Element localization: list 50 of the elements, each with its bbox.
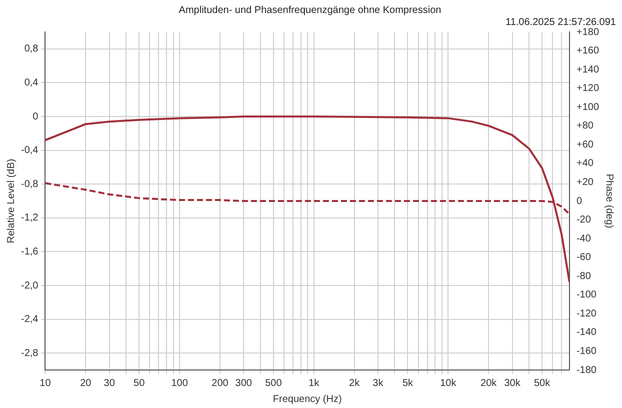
x-tick-label: 3k: [372, 378, 384, 389]
y2-tick-label: +40: [576, 158, 594, 170]
x-tick-label: 200: [212, 378, 229, 389]
x-tick-label: 50k: [534, 378, 552, 389]
y2-tick-label: +80: [576, 120, 594, 132]
y2-tick-label: +120: [576, 83, 600, 94]
x-axis-title: Frequency (Hz): [272, 394, 342, 405]
x-tick-label: 1k: [308, 378, 320, 389]
y-tick-label: 0,8: [24, 44, 39, 55]
y2-tick-label: -40: [576, 233, 592, 244]
chart-title: Amplituden- und Phasenfrequenzgänge ohne Kompression: [178, 4, 442, 16]
y-tick-label: -1,6: [20, 246, 39, 258]
x-tick-label: 500: [265, 378, 282, 389]
x-tick-label: 20: [80, 378, 92, 389]
y-tick-label: -0,4: [20, 145, 39, 156]
y2-tick-label: 0: [576, 196, 582, 207]
y2-tick-label: -160: [576, 346, 597, 357]
x-tick-label: 300: [235, 378, 252, 389]
y2-tick-label: +160: [576, 46, 600, 57]
y2-tick-label: +140: [576, 64, 600, 76]
x-tick-label: 5k: [402, 378, 414, 389]
y-tick-label: 0: [32, 111, 39, 122]
y2-tick-label: -120: [576, 308, 597, 320]
x-tick-label: 10k: [440, 378, 458, 389]
y2-tick-label: -100: [576, 290, 597, 301]
x-tick-label: 10: [40, 378, 52, 389]
y2-tick-label: +20: [576, 176, 594, 188]
y2-tick-label: +60: [576, 139, 594, 150]
y-tick-label: -0,8: [20, 178, 39, 190]
x-tick-label: 30: [104, 378, 116, 389]
chart-subtitle: 11.06.2025 21:57:26.091: [506, 16, 616, 28]
y2-tick-label: -180: [576, 364, 597, 376]
x-tick-label: 20k: [480, 378, 498, 389]
y-tick-label: -1,2: [20, 212, 39, 224]
y-tick-label: -2,0: [20, 280, 39, 292]
y2-tick-label: -20: [576, 214, 592, 226]
y2-tick-label: -140: [576, 327, 597, 338]
x-tick-label: 2k: [349, 378, 361, 389]
y2-tick-label: -60: [576, 252, 592, 264]
x-tick-label: 50: [134, 378, 146, 389]
y2-axis-title: Phase (deg): [603, 174, 614, 228]
y-tick-label: -2,4: [20, 314, 39, 326]
y2-tick-label: -80: [576, 270, 592, 282]
y-tick-label: -2,8: [20, 348, 39, 359]
x-tick-label: 100: [171, 378, 188, 389]
y-axis-title: Relative Level (dB): [6, 158, 17, 244]
y2-tick-label: +180: [576, 26, 600, 38]
y2-tick-label: +100: [576, 102, 600, 113]
x-tick-label: 30k: [504, 378, 522, 389]
y-tick-label: 0,4: [24, 77, 39, 88]
